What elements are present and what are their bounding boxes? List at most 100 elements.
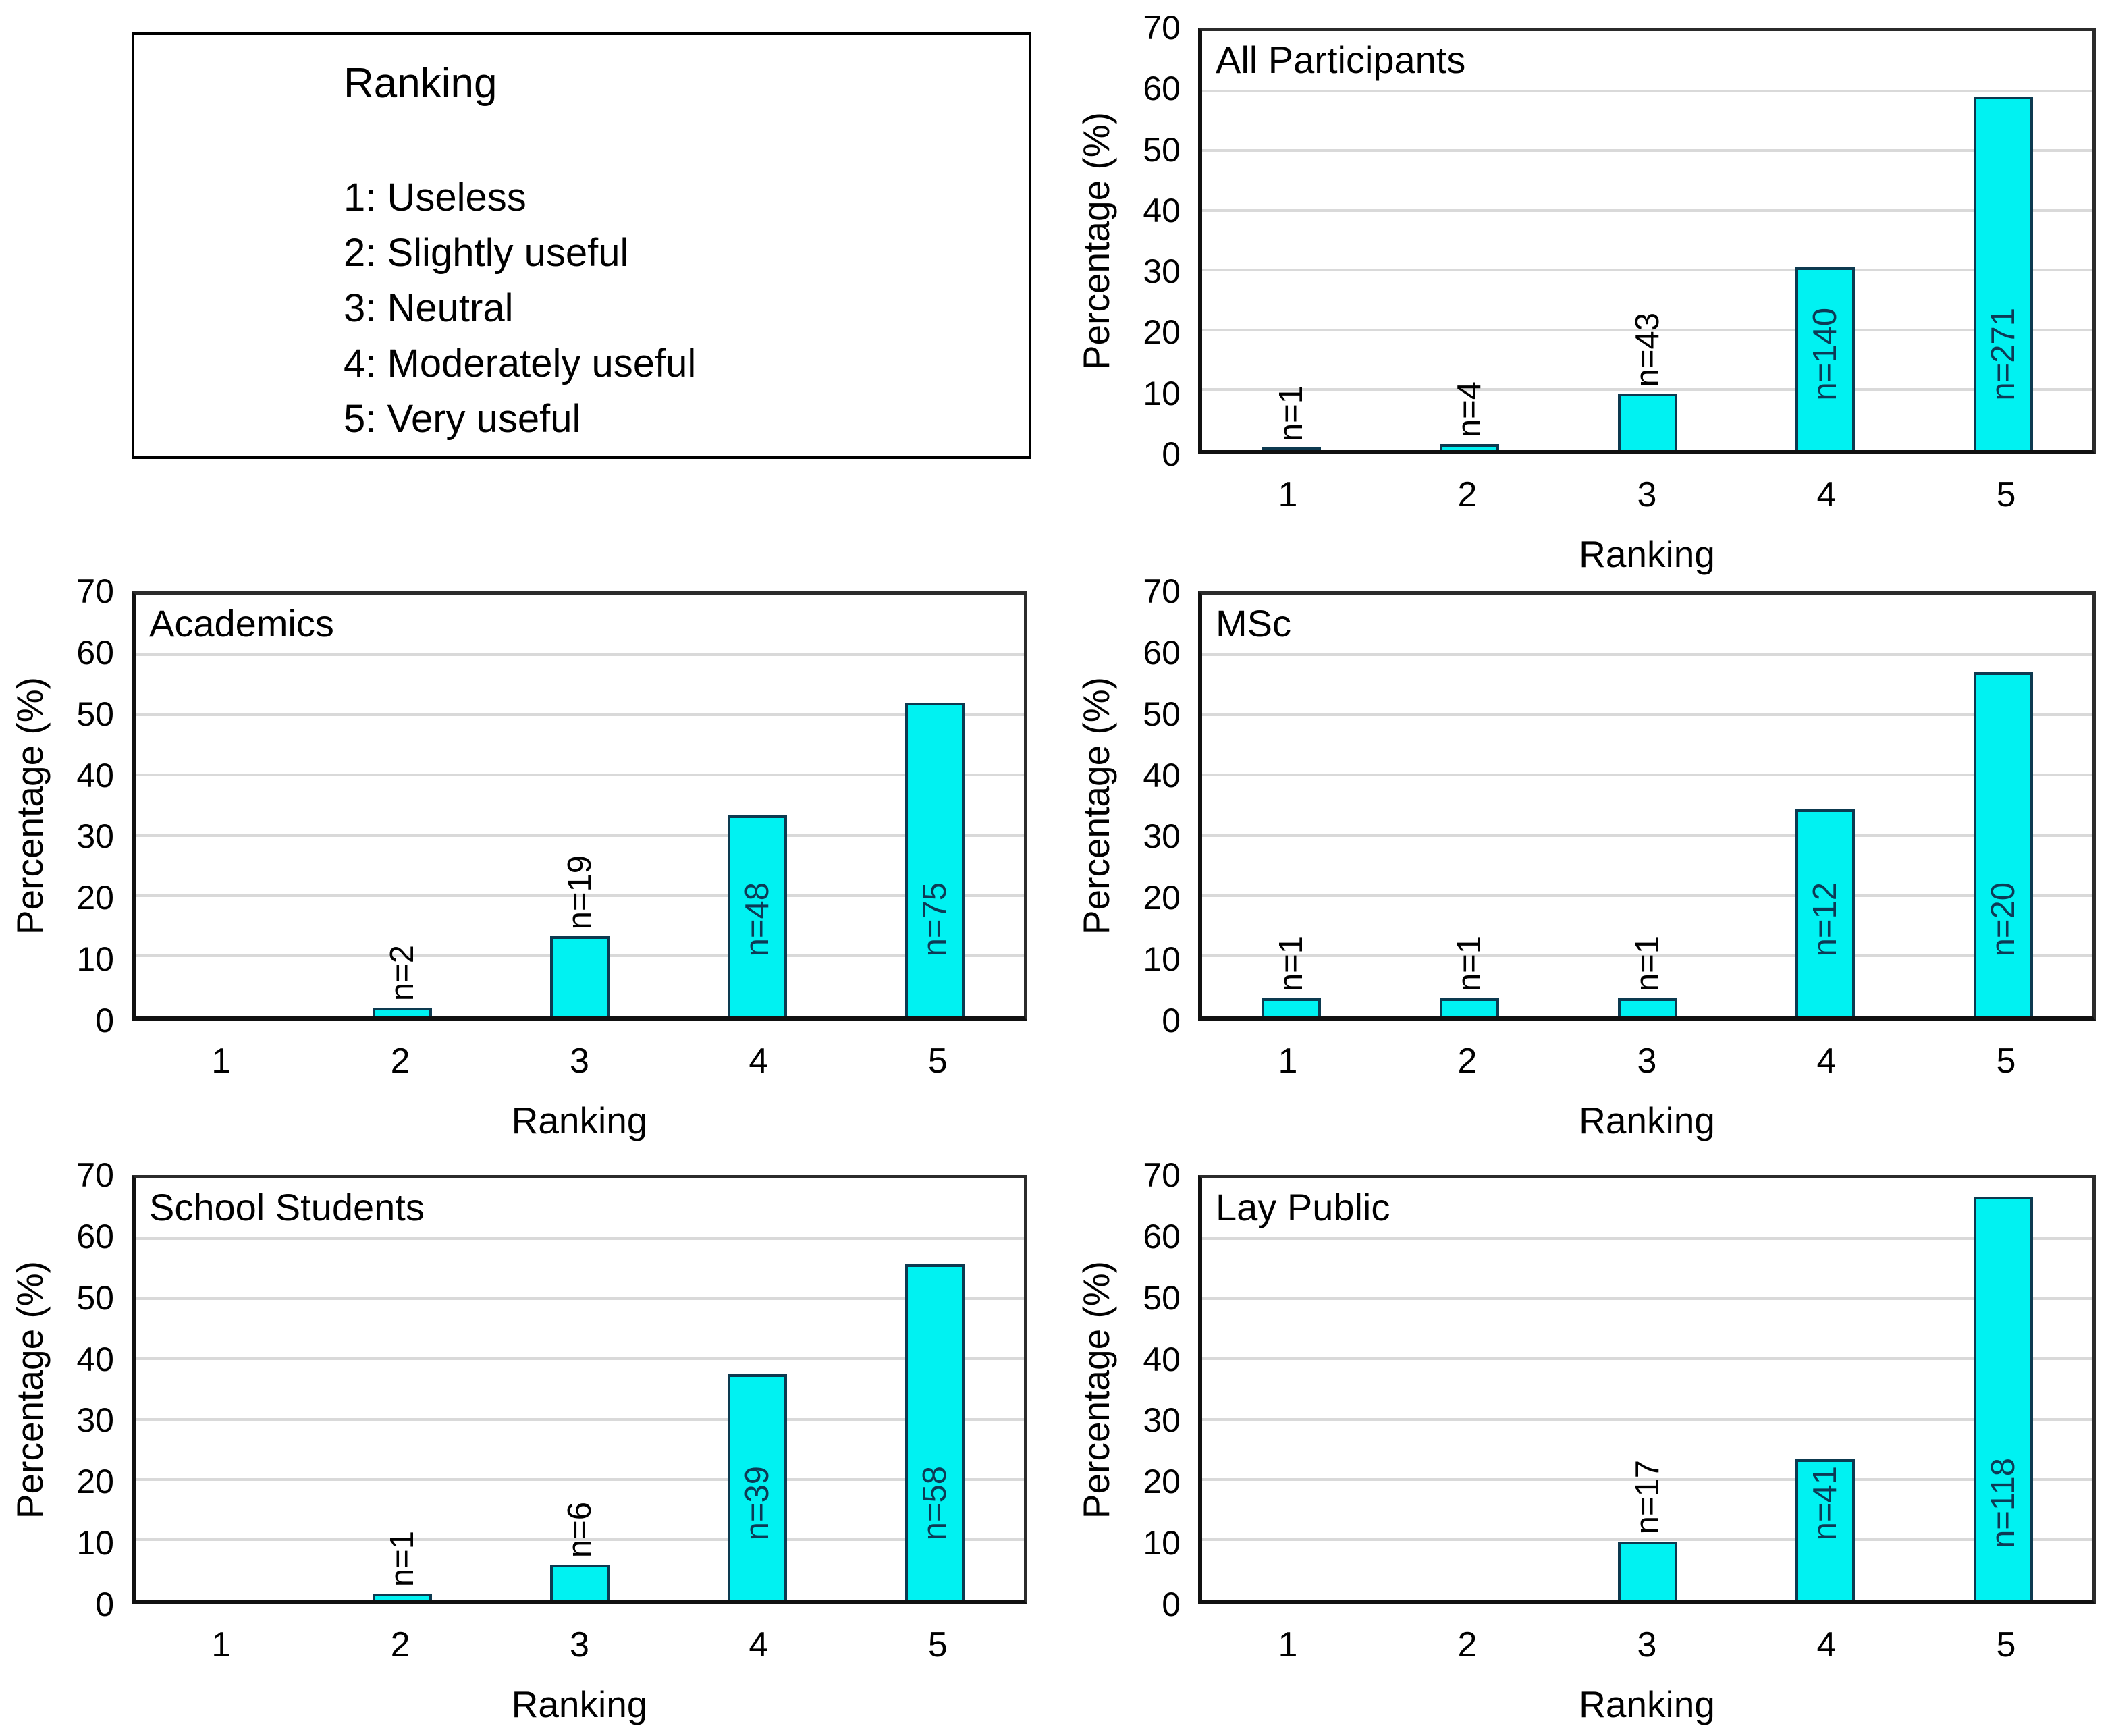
y-tick: 0 xyxy=(95,1585,114,1623)
x-tick: 1 xyxy=(1278,1041,1298,1081)
y-tick: 50 xyxy=(1143,130,1181,169)
bar-rank-5 xyxy=(1974,1196,2034,1600)
y-tick: 20 xyxy=(1143,879,1181,917)
gridline xyxy=(1202,653,2092,657)
y-axis-label-text: Percentage (%) xyxy=(1075,1260,1117,1519)
bar-rank-5 xyxy=(905,1264,965,1600)
y-tick: 30 xyxy=(1143,817,1181,856)
x-tick: 3 xyxy=(1637,475,1657,514)
gridline xyxy=(1202,388,2092,391)
y-axis-ticks: 0 10 20 30 40 50 60 70 xyxy=(1070,9,1181,473)
chart-title: Academics xyxy=(149,602,334,645)
legend-item-4: 4: Moderately useful xyxy=(344,342,697,385)
bar-rank-3 xyxy=(1617,393,1677,450)
y-tick: 30 xyxy=(76,1401,114,1440)
plot-area: All Participants n=1 n=4 n=43 n=140 n=271 xyxy=(1198,28,2096,454)
y-tick: 50 xyxy=(76,695,114,733)
x-tick: 5 xyxy=(1996,1041,2016,1081)
x-axis-ticks: 1 2 3 4 5 xyxy=(1198,1625,2096,1668)
x-tick: 4 xyxy=(749,1041,769,1081)
gridline xyxy=(1202,1417,2092,1421)
gridline xyxy=(1202,149,2092,153)
y-tick: 40 xyxy=(76,756,114,794)
y-axis-label-text: Percentage (%) xyxy=(1075,676,1117,935)
y-tick: 60 xyxy=(76,1217,114,1255)
y-tick: 40 xyxy=(1143,1340,1181,1378)
x-tick: 5 xyxy=(1996,1625,2016,1664)
chart-all-participants: All Participants n=1 n=4 n=43 n=140 n=271 0 10 2… xyxy=(1075,9,2096,575)
bar-rank-1 xyxy=(1261,447,1321,450)
legend-item-3: 3: Neutral xyxy=(344,286,514,330)
y-tick: 50 xyxy=(1143,695,1181,733)
x-tick: 1 xyxy=(1278,475,1298,514)
gridline xyxy=(136,1357,1024,1361)
y-axis-label: Percentage (%) xyxy=(1068,1175,1124,1604)
bar-count-label: n=1 xyxy=(1446,935,1493,992)
x-tick: 2 xyxy=(1457,1625,1478,1664)
bar-count-text: n=43 xyxy=(1629,312,1666,387)
x-tick: 4 xyxy=(749,1625,769,1664)
x-tick: 5 xyxy=(927,1625,948,1664)
y-axis-label: Percentage (%) xyxy=(2,591,57,1021)
x-tick: 2 xyxy=(1457,1041,1478,1081)
bar-rank-2 xyxy=(372,1007,432,1016)
y-tick: 70 xyxy=(76,572,114,610)
bar-rank-5 xyxy=(1974,672,2034,1016)
y-tick: 70 xyxy=(1143,9,1181,47)
y-axis-label: Percentage (%) xyxy=(1068,28,1124,454)
bar-count-label: n=43 xyxy=(1624,313,1671,387)
x-tick: 4 xyxy=(1816,1041,1837,1081)
bar-count-label: n=6 xyxy=(556,1502,603,1558)
bar-count-text: n=1 xyxy=(1272,935,1309,992)
x-tick: 3 xyxy=(570,1625,589,1664)
y-tick: 60 xyxy=(1143,633,1181,672)
bar-count-text: n=17 xyxy=(1629,1460,1666,1535)
y-tick: 30 xyxy=(1143,1401,1181,1440)
bar-rank-1 xyxy=(1261,998,1321,1016)
x-axis-ticks: 1 2 3 4 5 xyxy=(1198,1041,2096,1084)
gridline xyxy=(1202,1538,2092,1541)
bar-rank-3 xyxy=(1617,998,1677,1016)
y-tick: 20 xyxy=(76,879,114,917)
gridline xyxy=(1202,894,2092,897)
gridline xyxy=(1202,954,2092,957)
bar-rank-3 xyxy=(1617,1541,1677,1600)
bar-count-text: n=1 xyxy=(1272,385,1309,442)
y-tick: 10 xyxy=(1143,1524,1181,1563)
bar-rank-4 xyxy=(728,1374,788,1600)
y-axis-ticks: 0 10 20 30 40 50 60 70 xyxy=(1070,1156,1181,1623)
y-tick: 40 xyxy=(76,1340,114,1378)
bar-count-label: n=19 xyxy=(556,855,603,929)
gridline xyxy=(136,1477,1024,1481)
y-tick: 0 xyxy=(95,1002,114,1039)
gridline xyxy=(1202,713,2092,717)
gridline xyxy=(1202,328,2092,331)
bar-rank-5 xyxy=(905,702,965,1016)
y-axis-label: Percentage (%) xyxy=(1068,591,1124,1021)
bar-rank-3 xyxy=(550,1565,610,1600)
bar-count-label: n=1 xyxy=(1268,935,1315,992)
gridline xyxy=(136,894,1024,897)
bar-rank-4 xyxy=(1795,809,1856,1016)
y-tick: 40 xyxy=(1143,756,1181,794)
y-axis-label-text: Percentage (%) xyxy=(9,1260,51,1519)
y-tick: 10 xyxy=(76,940,114,979)
chart-school-students: School Students n=1 n=6 n=39 n=58 0 10 20 30 40 50… xyxy=(9,1156,1027,1725)
y-tick: 50 xyxy=(1143,1278,1181,1317)
y-axis-label: Percentage (%) xyxy=(2,1175,57,1604)
plot-area: School Students n=1 n=6 n=39 n=58 xyxy=(132,1175,1027,1604)
gridline xyxy=(136,1538,1024,1541)
legend-item-1: 1: Useless xyxy=(344,175,526,219)
gridline xyxy=(1202,269,2092,272)
y-tick: 20 xyxy=(76,1463,114,1501)
gridline xyxy=(136,1237,1024,1241)
x-axis-label: Ranking xyxy=(511,1100,648,1141)
y-tick: 50 xyxy=(76,1278,114,1317)
x-axis-label: Ranking xyxy=(1579,1100,1715,1141)
y-tick: 30 xyxy=(1143,252,1181,291)
x-tick: 4 xyxy=(1816,1625,1837,1664)
bar-count-label: n=2 xyxy=(379,945,426,1001)
gridline xyxy=(1202,1477,2092,1481)
y-tick: 60 xyxy=(1143,1217,1181,1255)
gridline xyxy=(1202,1297,2092,1301)
